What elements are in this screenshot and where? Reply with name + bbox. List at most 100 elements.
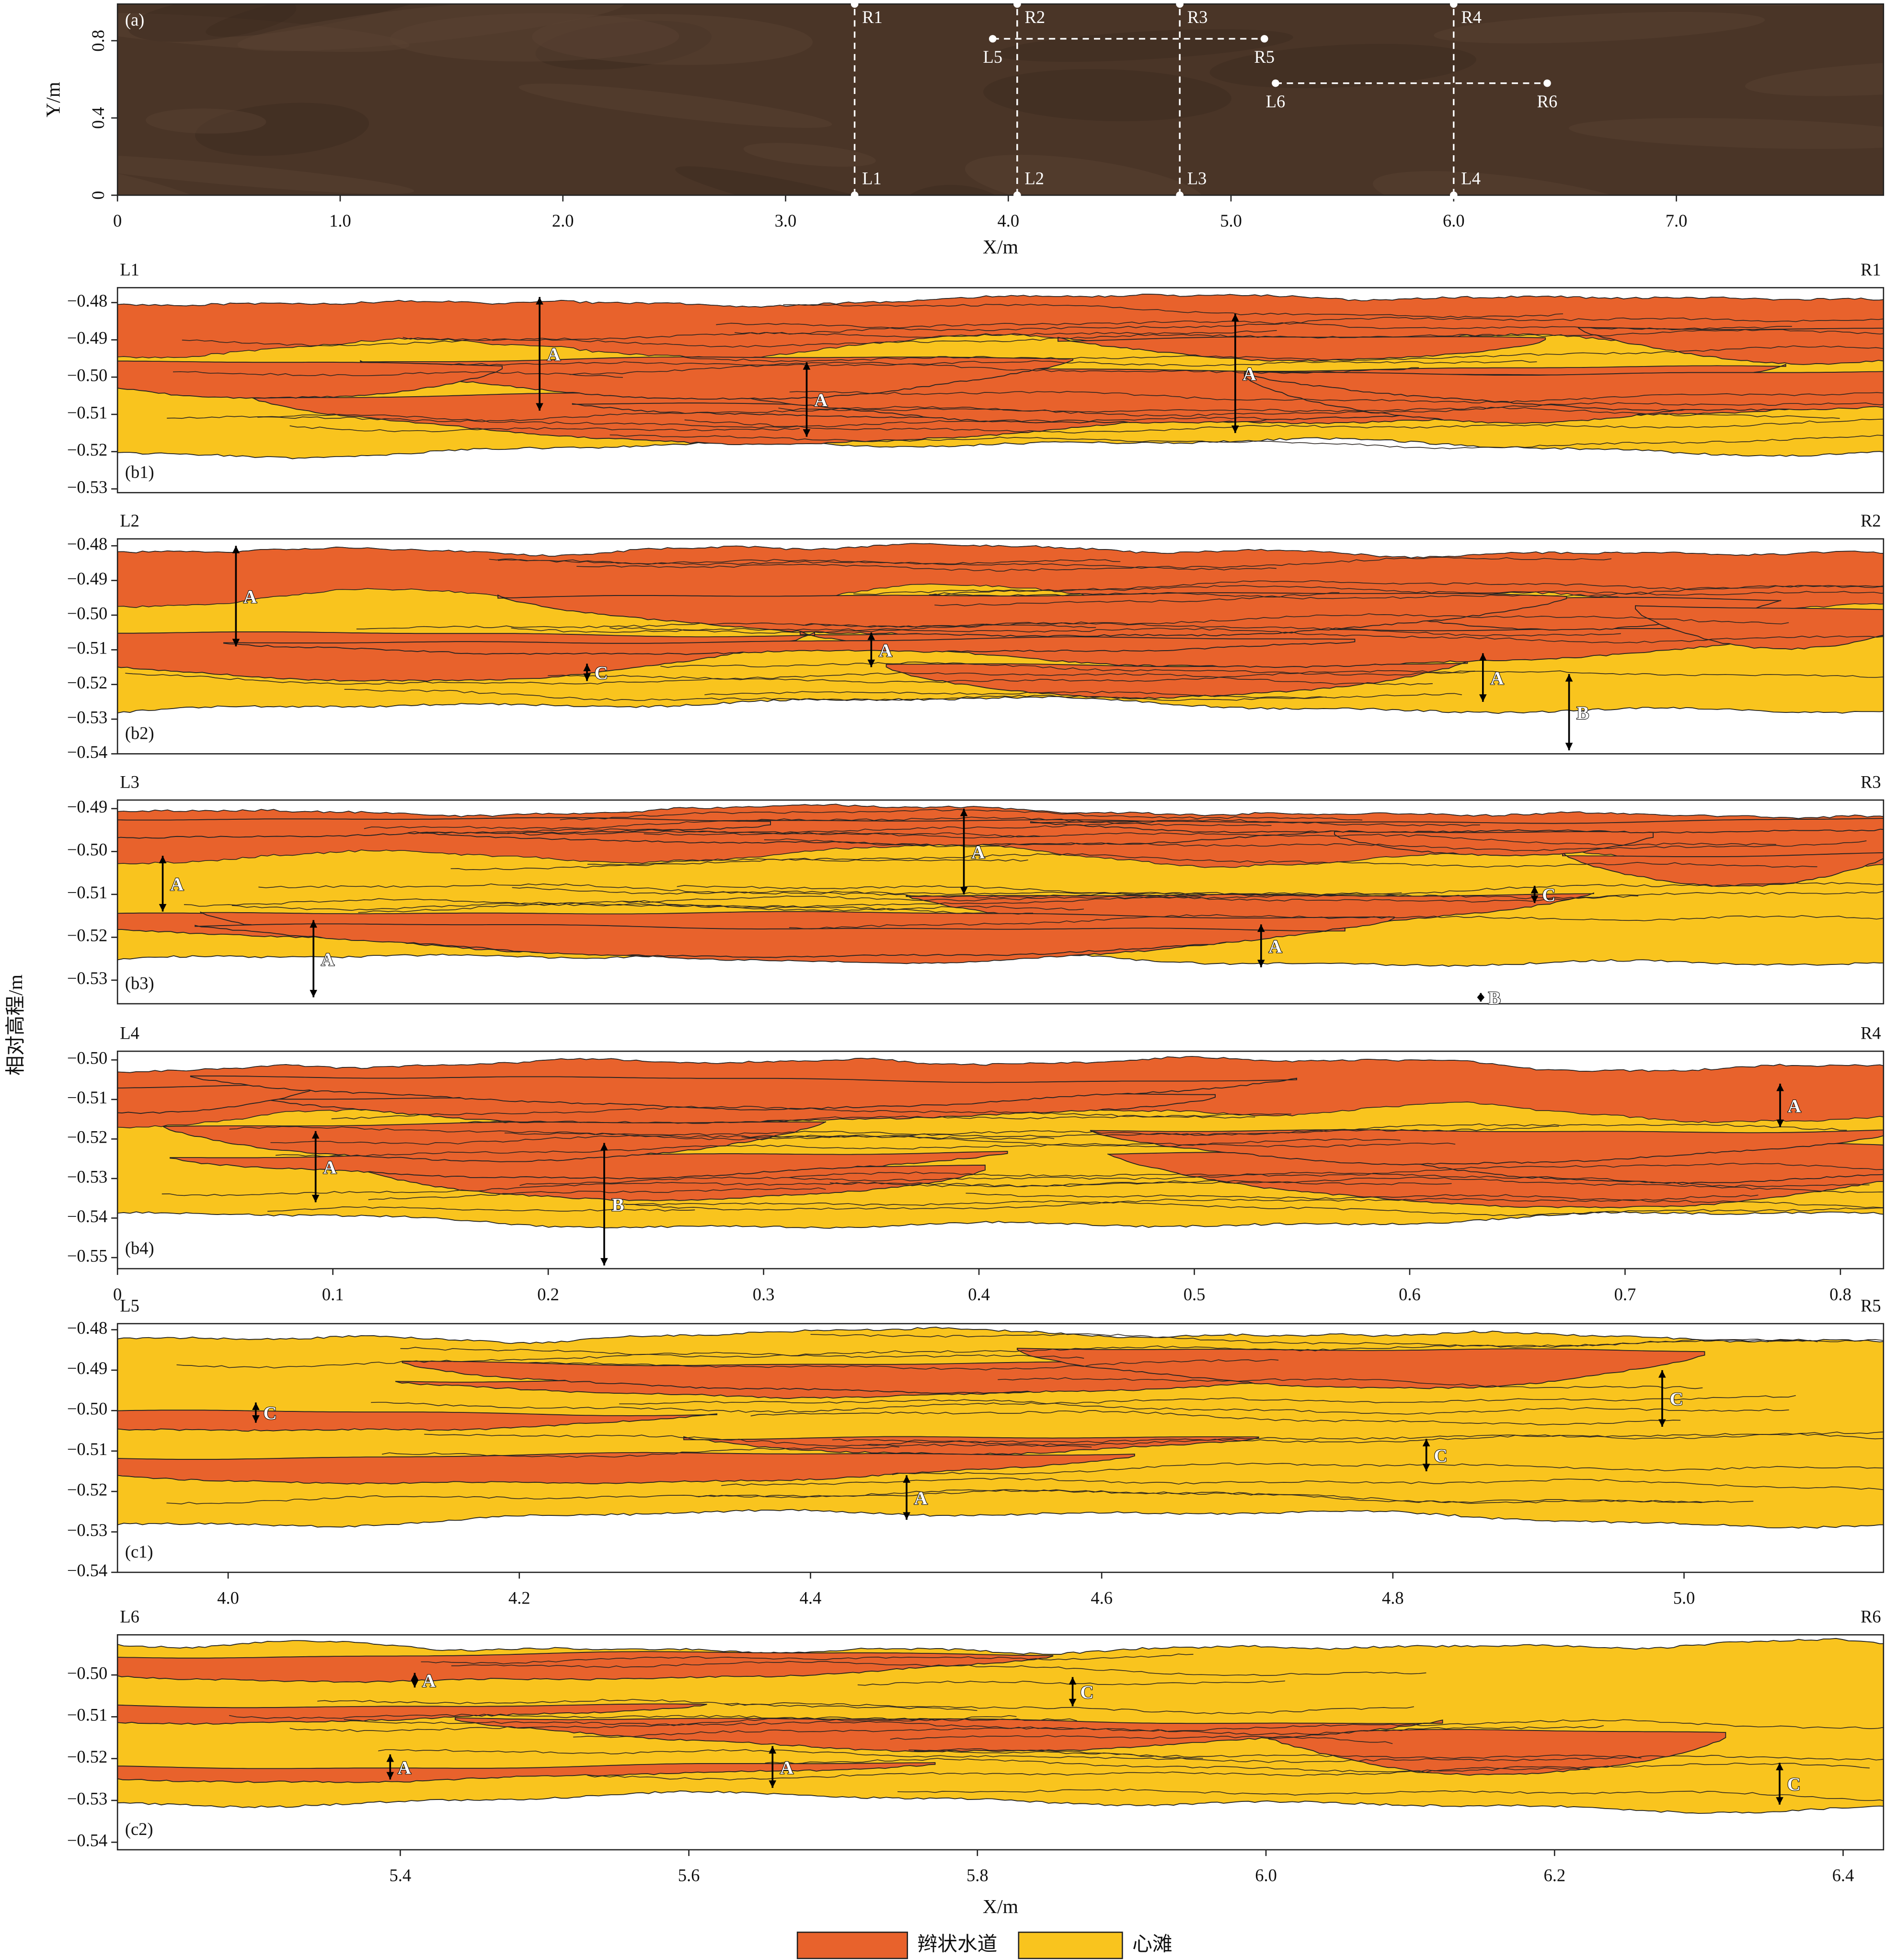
channel-deposit	[117, 1762, 936, 1783]
arrow-head	[310, 920, 317, 928]
x-tick-label: 0	[113, 211, 122, 230]
arrow-head	[960, 887, 968, 894]
arrow-head	[411, 1680, 419, 1688]
bedding-line	[267, 1206, 695, 1212]
annotation-label: C	[1080, 1682, 1093, 1703]
bedding-line	[529, 1359, 1279, 1371]
arrow-head	[1658, 1370, 1666, 1378]
channel-deposit	[1334, 831, 1654, 857]
y-tick-label: −0.51	[67, 402, 107, 422]
x-tick-label: 3.0	[775, 211, 797, 230]
arrow-head	[411, 1673, 419, 1680]
x-tick-label: 5.0	[1673, 1588, 1695, 1608]
arrow-head	[1477, 997, 1485, 1002]
arrow-head	[600, 1143, 608, 1151]
bedding-line	[810, 1333, 1884, 1348]
x-tick-label: 4.0	[217, 1588, 239, 1608]
x-tick-label: 0.4	[968, 1284, 990, 1304]
section-start-label: L1	[862, 169, 882, 188]
section-end-label: R4	[1461, 7, 1482, 27]
bedding-line	[716, 317, 1884, 331]
x-axis-label: X/m	[983, 1896, 1018, 1918]
bedding-line	[184, 898, 1084, 912]
texture	[1373, 171, 1660, 195]
shared-y-label: 相对高程/m	[5, 974, 27, 1076]
texture	[995, 29, 1293, 62]
x-tick-label: 0.2	[537, 1284, 559, 1304]
bedding-line	[789, 390, 1884, 404]
x-tick-label: 6.0	[1443, 211, 1465, 230]
arrow-head	[1479, 653, 1487, 661]
arrow-head	[600, 1258, 608, 1266]
bedding-line	[724, 1702, 1414, 1714]
annotation-label: A	[243, 586, 257, 607]
channel-deposit	[1058, 336, 1546, 362]
left-label: L5	[120, 1295, 139, 1315]
section-start	[851, 191, 859, 199]
arrow-head	[903, 1512, 910, 1520]
bedding-line	[573, 1719, 1884, 1738]
channel-deposit	[117, 1452, 1135, 1485]
annotation-label: B	[612, 1195, 624, 1215]
y-tick-label: −0.52	[67, 440, 107, 459]
channel-deposit	[1562, 852, 1884, 887]
x-tick-label: 5.8	[966, 1866, 989, 1885]
y-tick-label: −0.50	[67, 1048, 107, 1068]
y-tick-label: −0.52	[67, 926, 107, 945]
annotation-label: A	[1788, 1096, 1801, 1116]
y-tick-label: −0.51	[67, 883, 107, 902]
arrow-head	[867, 659, 875, 667]
x-tick-label: 6.0	[1255, 1866, 1277, 1885]
frame	[116, 538, 1885, 755]
y-tick-label: 0.8	[88, 30, 108, 52]
bedding-line	[587, 853, 1817, 868]
left-label: L1	[120, 260, 139, 279]
arrow-head	[1257, 924, 1265, 932]
annotation-label: C	[1670, 1389, 1683, 1410]
y-tick-label: −0.48	[67, 1318, 107, 1338]
x-tick-label: 0.5	[1184, 1284, 1206, 1304]
bedding-line	[512, 887, 1884, 903]
bedding-line	[998, 1377, 1703, 1389]
x-tick-label: 6.2	[1543, 1866, 1565, 1885]
section-start-label: L3	[1187, 169, 1207, 188]
bedding-line	[783, 304, 1564, 318]
bedding-line	[511, 624, 1096, 633]
arrow-head	[252, 1415, 260, 1423]
section-end	[1260, 35, 1268, 43]
bedding-line	[368, 1187, 826, 1200]
bedding-line	[421, 1653, 1194, 1664]
bedding-line	[764, 838, 1867, 851]
bedding-line	[660, 661, 1884, 678]
bedding-line	[560, 809, 1363, 821]
bedding-line	[929, 585, 1884, 596]
bedding-line	[735, 321, 1792, 334]
x-tick-label: 4.6	[1091, 1588, 1113, 1608]
annotation-label: A	[780, 1757, 794, 1778]
bedding-line	[400, 1339, 1818, 1358]
y-tick-label: −0.51	[67, 1088, 107, 1107]
bedding-line	[778, 402, 1884, 417]
bedding-line	[258, 883, 1639, 899]
arrow-head	[252, 1402, 260, 1410]
bedding-line	[289, 425, 800, 433]
channel-deposit	[117, 817, 771, 839]
arrow-head	[1530, 885, 1539, 894]
y-tick-label: −0.54	[67, 1560, 107, 1580]
background	[117, 1638, 1884, 1814]
y-tick-label: −0.52	[67, 673, 107, 692]
bedding-line	[344, 689, 1327, 701]
bedding-line	[371, 1395, 1796, 1413]
frame	[116, 1050, 1885, 1270]
x-tick-label: 6.4	[1832, 1866, 1854, 1885]
bedding-line	[504, 1123, 1847, 1137]
bedding-line	[928, 585, 1884, 600]
channel-deposit	[117, 1410, 718, 1432]
bedding-line	[788, 1163, 1884, 1178]
x-tick-label: 5.6	[678, 1866, 700, 1885]
annotation-label: B	[1488, 988, 1501, 1009]
texture	[1166, 191, 1426, 248]
texture	[965, 155, 1205, 195]
texture	[532, 14, 813, 65]
arrow-head	[1658, 1419, 1666, 1427]
